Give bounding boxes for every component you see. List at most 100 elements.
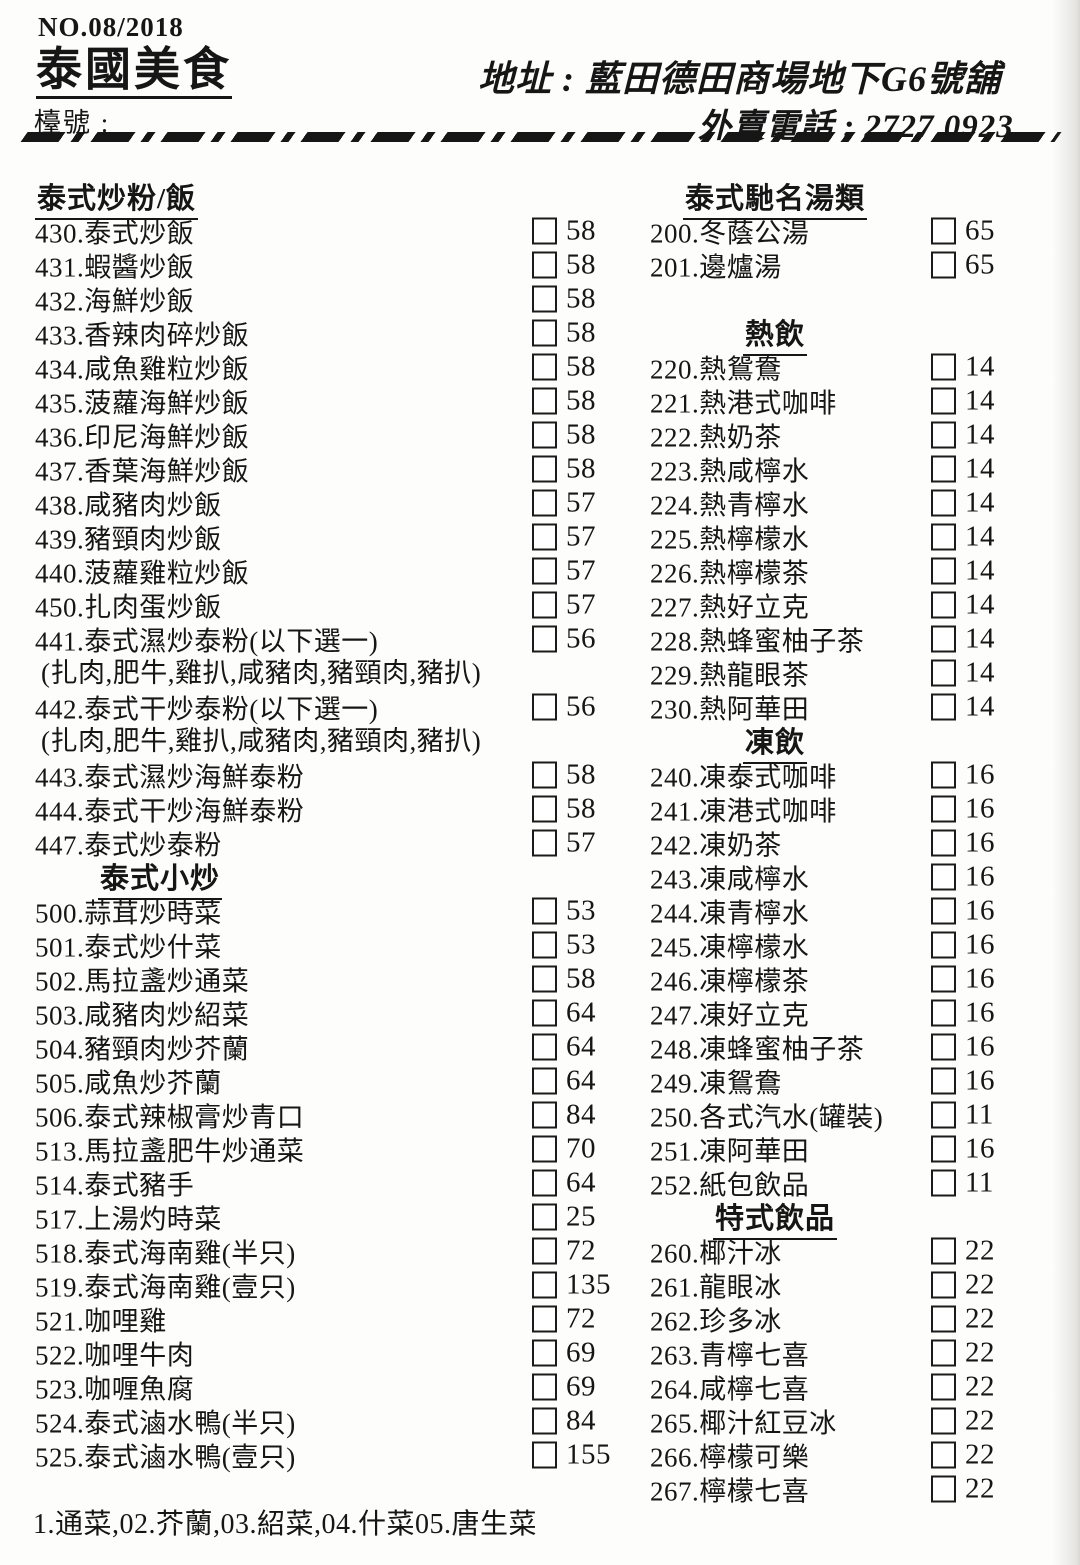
item-name: 437.香葉海鮮炒飯 [35,456,250,487]
item-name: 519.泰式海南雞(壹只) [35,1272,296,1303]
order-quantity-checkbox[interactable] [532,1271,557,1299]
item-name: 447.泰式炒泰粉 [35,830,222,861]
order-quantity-checkbox[interactable] [532,1441,557,1469]
order-quantity-checkbox[interactable] [532,1067,557,1095]
order-quantity-checkbox[interactable] [532,217,557,245]
order-quantity-checkbox[interactable] [532,523,557,551]
menu-item-row: 241.凍港式咖啡 16 [650,792,1060,827]
section-title: 熱飲 [742,311,807,356]
item-price: 16 [965,860,995,893]
order-quantity-checkbox[interactable] [532,591,557,619]
order-quantity-checkbox[interactable] [931,897,956,925]
item-price: 53 [566,928,596,961]
order-quantity-checkbox[interactable] [931,217,956,245]
item-name: 430.泰式炒飯 [35,218,195,249]
order-quantity-checkbox[interactable] [931,829,956,857]
menu-item-row: 221.熱港式咖啡 14 [650,384,1060,419]
order-quantity-checkbox[interactable] [931,1033,956,1061]
menu-item-row: 251.凍阿華田 16 [650,1132,1060,1167]
order-quantity-checkbox[interactable] [532,829,557,857]
item-name: 434.咸魚雞粒炒飯 [35,354,250,385]
menu-item-row: 513.馬拉盞肥牛炒通菜 70 [35,1132,635,1167]
order-quantity-checkbox[interactable] [931,761,956,789]
order-quantity-checkbox[interactable] [931,1373,956,1401]
order-quantity-checkbox[interactable] [532,251,557,279]
item-name: 524.泰式滷水鴨(半只) [35,1408,296,1439]
order-quantity-checkbox[interactable] [931,795,956,823]
order-quantity-checkbox[interactable] [532,1339,557,1367]
menu-item-row: 514.泰式豬手 64 [35,1166,635,1201]
menu-item-row: 521.咖哩雞 72 [35,1302,635,1337]
order-quantity-checkbox[interactable] [931,931,956,959]
item-name: 242.凍奶茶 [650,830,782,861]
order-quantity-checkbox[interactable] [931,489,956,517]
order-quantity-checkbox[interactable] [532,1407,557,1435]
order-quantity-checkbox[interactable] [931,591,956,619]
item-price: 64 [566,1030,596,1063]
order-quantity-checkbox[interactable] [931,387,956,415]
order-quantity-checkbox[interactable] [532,999,557,1027]
order-quantity-checkbox[interactable] [931,251,956,279]
order-quantity-checkbox[interactable] [931,659,956,687]
order-quantity-checkbox[interactable] [532,353,557,381]
order-quantity-checkbox[interactable] [532,1305,557,1333]
order-quantity-checkbox[interactable] [532,795,557,823]
order-quantity-checkbox[interactable] [931,557,956,585]
item-name: 201.邊爐湯 [650,252,782,283]
order-quantity-checkbox[interactable] [532,1135,557,1163]
order-quantity-checkbox[interactable] [532,897,557,925]
order-quantity-checkbox[interactable] [931,1101,956,1129]
menu-item-row: 225.熱檸檬水 14 [650,520,1060,555]
order-quantity-checkbox[interactable] [931,1305,956,1333]
item-price: 69 [566,1370,596,1403]
order-quantity-checkbox[interactable] [532,1237,557,1265]
order-quantity-checkbox[interactable] [931,1135,956,1163]
item-price: 58 [566,350,596,383]
order-quantity-checkbox[interactable] [532,489,557,517]
order-quantity-checkbox[interactable] [931,965,956,993]
order-quantity-checkbox[interactable] [532,387,557,415]
order-quantity-checkbox[interactable] [931,1067,956,1095]
order-quantity-checkbox[interactable] [532,1169,557,1197]
order-quantity-checkbox[interactable] [931,1407,956,1435]
menu-item-row: 503.咸豬肉炒紹菜 64 [35,996,635,1031]
order-quantity-checkbox[interactable] [532,1101,557,1129]
item-price: 57 [566,520,596,553]
order-quantity-checkbox[interactable] [532,931,557,959]
order-quantity-checkbox[interactable] [931,1339,956,1367]
order-quantity-checkbox[interactable] [931,999,956,1027]
order-quantity-checkbox[interactable] [532,625,557,653]
item-name: 523.咖喱魚腐 [35,1374,195,1405]
order-quantity-checkbox[interactable] [532,319,557,347]
order-quantity-checkbox[interactable] [931,1475,956,1503]
order-quantity-checkbox[interactable] [532,693,557,721]
menu-item-row: 517.上湯灼時菜 25 [35,1200,635,1235]
order-quantity-checkbox[interactable] [931,523,956,551]
item-price: 84 [566,1098,596,1131]
item-price: 25 [566,1200,596,1233]
order-quantity-checkbox[interactable] [931,353,956,381]
order-quantity-checkbox[interactable] [532,455,557,483]
item-name: 245.凍檸檬水 [650,932,810,963]
order-quantity-checkbox[interactable] [532,965,557,993]
item-price: 22 [965,1234,995,1267]
order-quantity-checkbox[interactable] [532,557,557,585]
order-quantity-checkbox[interactable] [931,693,956,721]
order-quantity-checkbox[interactable] [931,1237,956,1265]
item-name: 230.熱阿華田 [650,694,810,725]
order-quantity-checkbox[interactable] [931,421,956,449]
order-quantity-checkbox[interactable] [931,455,956,483]
menu-item-row: 523.咖喱魚腐 69 [35,1370,635,1405]
order-quantity-checkbox[interactable] [532,421,557,449]
order-quantity-checkbox[interactable] [931,1169,956,1197]
order-quantity-checkbox[interactable] [931,863,956,891]
order-quantity-checkbox[interactable] [532,285,557,313]
order-quantity-checkbox[interactable] [931,1271,956,1299]
order-quantity-checkbox[interactable] [532,1033,557,1061]
item-price: 64 [566,996,596,1029]
order-quantity-checkbox[interactable] [532,761,557,789]
order-quantity-checkbox[interactable] [532,1203,557,1231]
order-quantity-checkbox[interactable] [931,1441,956,1469]
order-quantity-checkbox[interactable] [532,1373,557,1401]
order-quantity-checkbox[interactable] [931,625,956,653]
